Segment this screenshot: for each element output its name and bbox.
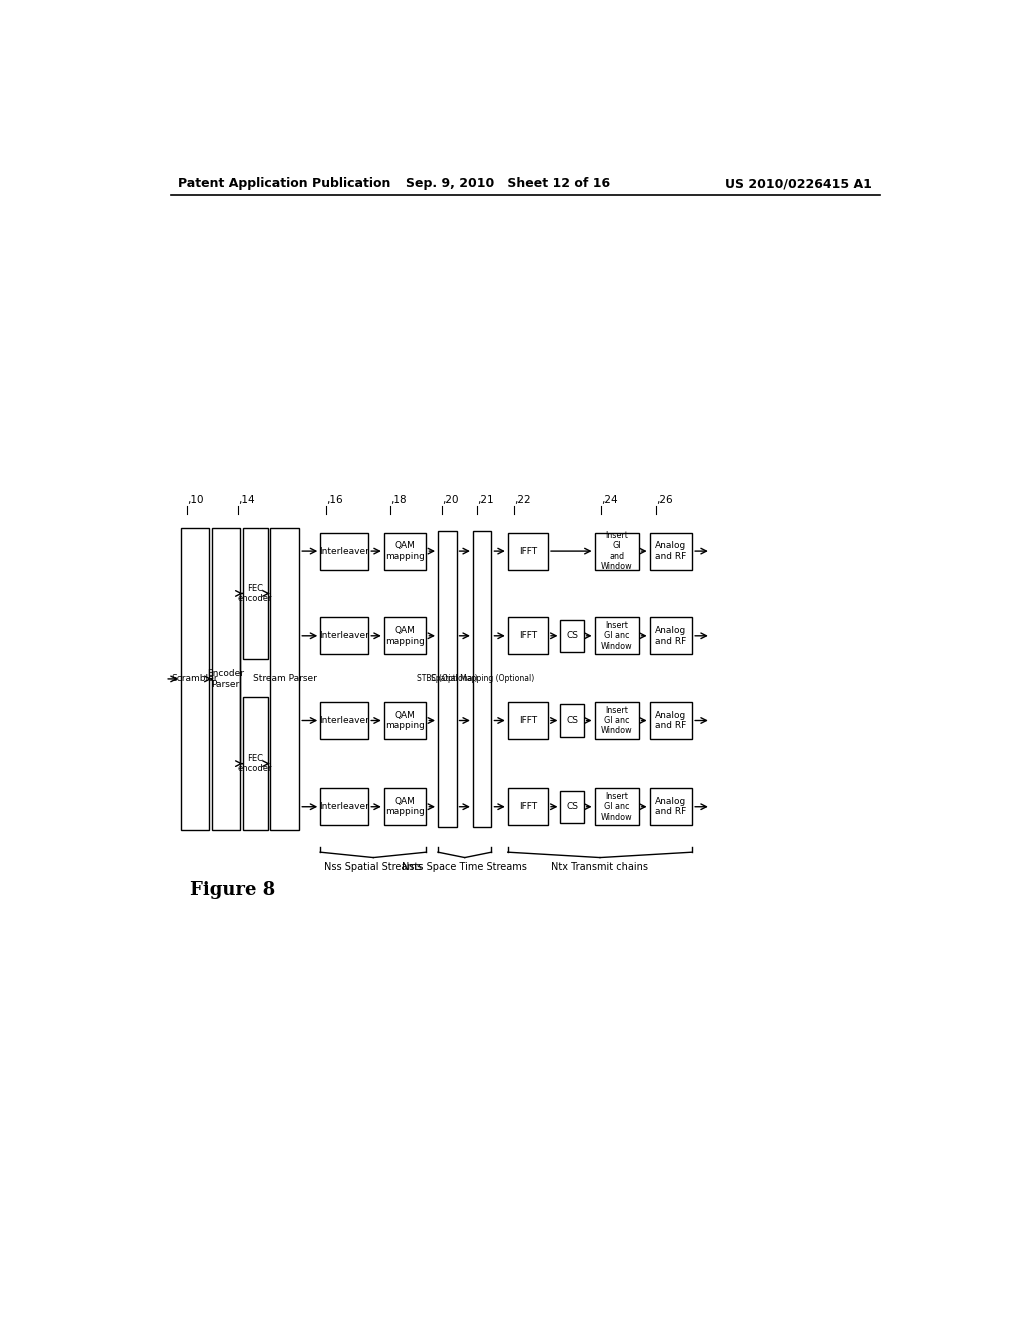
Text: Insert
GI anc
Window: Insert GI anc Window xyxy=(601,706,633,735)
FancyBboxPatch shape xyxy=(384,788,426,825)
Text: ,21: ,21 xyxy=(477,495,494,506)
Text: ,18: ,18 xyxy=(390,495,407,506)
Text: Insert
GI anc
Window: Insert GI anc Window xyxy=(601,620,633,651)
FancyBboxPatch shape xyxy=(560,705,584,737)
Text: QAM
mapping: QAM mapping xyxy=(385,541,425,561)
Text: QAM
mapping: QAM mapping xyxy=(385,626,425,645)
Text: IFFT: IFFT xyxy=(519,631,537,640)
Text: CS: CS xyxy=(566,631,579,640)
Text: Sep. 9, 2010   Sheet 12 of 16: Sep. 9, 2010 Sheet 12 of 16 xyxy=(406,177,610,190)
Text: Nss Spatial Streams: Nss Spatial Streams xyxy=(325,862,422,873)
Text: CS: CS xyxy=(566,715,579,725)
FancyBboxPatch shape xyxy=(270,528,299,830)
FancyBboxPatch shape xyxy=(560,619,584,652)
FancyBboxPatch shape xyxy=(649,788,692,825)
FancyBboxPatch shape xyxy=(649,702,692,739)
FancyBboxPatch shape xyxy=(595,618,639,655)
FancyBboxPatch shape xyxy=(384,702,426,739)
Text: Encoder
Parser: Encoder Parser xyxy=(207,669,244,689)
Text: FEC
encoder: FEC encoder xyxy=(238,583,272,603)
Text: Interleaver: Interleaver xyxy=(319,631,370,640)
FancyBboxPatch shape xyxy=(243,528,267,659)
FancyBboxPatch shape xyxy=(438,531,457,826)
Text: Analog
and RF: Analog and RF xyxy=(655,541,686,561)
Text: Patent Application Publication: Patent Application Publication xyxy=(178,177,391,190)
FancyBboxPatch shape xyxy=(508,533,548,570)
Text: Insert
GI anc
Window: Insert GI anc Window xyxy=(601,792,633,821)
Text: ,22: ,22 xyxy=(514,495,530,506)
Text: Insert
GI
and
Window: Insert GI and Window xyxy=(601,531,633,572)
Text: Interleaver: Interleaver xyxy=(319,803,370,812)
FancyBboxPatch shape xyxy=(508,702,548,739)
Text: IFFT: IFFT xyxy=(519,546,537,556)
Text: ,10: ,10 xyxy=(187,495,204,506)
FancyBboxPatch shape xyxy=(321,702,369,739)
Text: CS: CS xyxy=(566,803,579,812)
Text: US 2010/0226415 A1: US 2010/0226415 A1 xyxy=(725,177,872,190)
Text: QAM
mapping: QAM mapping xyxy=(385,710,425,730)
Text: Analog
and RF: Analog and RF xyxy=(655,626,686,645)
FancyBboxPatch shape xyxy=(243,697,267,830)
FancyBboxPatch shape xyxy=(508,618,548,655)
FancyBboxPatch shape xyxy=(649,533,692,570)
FancyBboxPatch shape xyxy=(595,702,639,739)
FancyBboxPatch shape xyxy=(649,618,692,655)
Text: ,20: ,20 xyxy=(442,495,459,506)
FancyBboxPatch shape xyxy=(384,618,426,655)
Text: Figure 8: Figure 8 xyxy=(190,880,275,899)
Text: Analog
and RF: Analog and RF xyxy=(655,797,686,817)
Text: Analog
and RF: Analog and RF xyxy=(655,710,686,730)
Text: STBC (Optional): STBC (Optional) xyxy=(417,675,477,684)
FancyBboxPatch shape xyxy=(595,533,639,570)
Text: IFFT: IFFT xyxy=(519,803,537,812)
Text: Stream Parser: Stream Parser xyxy=(253,675,316,684)
Text: Nsts Space Time Streams: Nsts Space Time Streams xyxy=(402,862,527,873)
FancyBboxPatch shape xyxy=(508,788,548,825)
Text: QAM
mapping: QAM mapping xyxy=(385,797,425,817)
Text: ,26: ,26 xyxy=(655,495,673,506)
Text: Interleaver: Interleaver xyxy=(319,715,370,725)
Text: Interleaver: Interleaver xyxy=(319,546,370,556)
FancyBboxPatch shape xyxy=(321,618,369,655)
Text: FEC
encoder: FEC encoder xyxy=(238,754,272,774)
Text: ,14: ,14 xyxy=(238,495,255,506)
FancyBboxPatch shape xyxy=(384,533,426,570)
FancyBboxPatch shape xyxy=(473,531,492,826)
FancyBboxPatch shape xyxy=(560,791,584,822)
FancyBboxPatch shape xyxy=(212,528,240,830)
Text: Scrambler: Scrambler xyxy=(171,675,218,684)
FancyBboxPatch shape xyxy=(321,788,369,825)
FancyBboxPatch shape xyxy=(321,533,369,570)
Text: ,16: ,16 xyxy=(327,495,343,506)
FancyBboxPatch shape xyxy=(180,528,209,830)
Text: Spatial Mapping (Optional): Spatial Mapping (Optional) xyxy=(430,675,534,684)
Text: ,24: ,24 xyxy=(601,495,617,506)
FancyBboxPatch shape xyxy=(595,788,639,825)
Text: Ntx Transmit chains: Ntx Transmit chains xyxy=(552,862,648,873)
Text: IFFT: IFFT xyxy=(519,715,537,725)
